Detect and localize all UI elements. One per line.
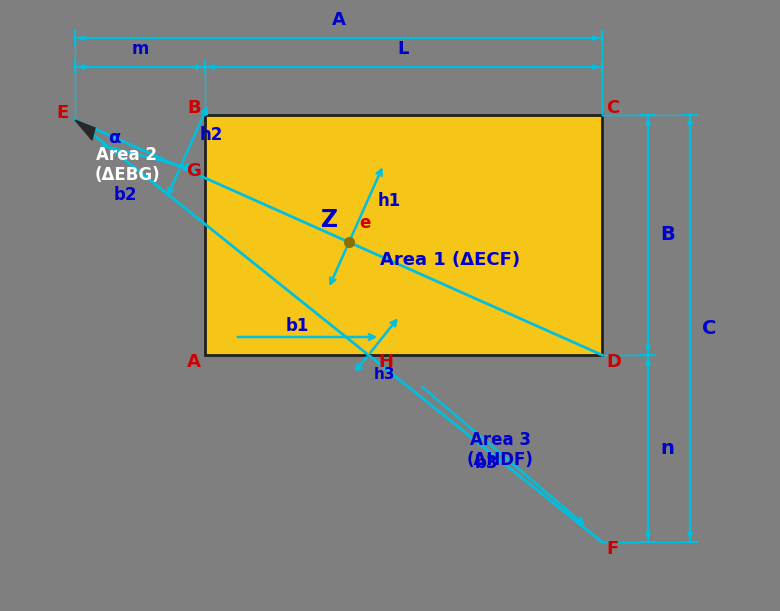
Text: b1: b1 (285, 317, 309, 335)
Text: B: B (187, 99, 201, 117)
Text: h3: h3 (374, 367, 395, 382)
Text: b3: b3 (474, 455, 498, 472)
Text: n: n (660, 439, 674, 458)
Text: E: E (57, 104, 69, 122)
Text: Area 1 (ΔECF): Area 1 (ΔECF) (380, 251, 520, 269)
Text: H: H (378, 353, 393, 371)
Text: m: m (131, 40, 149, 58)
Text: h1: h1 (378, 192, 401, 210)
Text: D: D (606, 353, 621, 371)
Polygon shape (205, 115, 602, 355)
Text: B: B (660, 225, 675, 244)
Text: F: F (606, 540, 619, 558)
Text: G: G (186, 162, 201, 180)
Text: Z: Z (321, 208, 339, 232)
Text: e: e (359, 214, 370, 232)
Text: Area 2
(ΔEBG): Area 2 (ΔEBG) (94, 145, 160, 185)
Text: Area 3
(ΔHDF): Area 3 (ΔHDF) (466, 431, 534, 469)
Text: A: A (332, 11, 346, 29)
Text: L: L (398, 40, 410, 58)
Text: C: C (606, 99, 619, 117)
Text: C: C (702, 319, 716, 338)
Text: A: A (187, 353, 201, 371)
Text: h2: h2 (200, 126, 223, 144)
Polygon shape (75, 120, 95, 140)
Text: α: α (108, 129, 120, 147)
Text: b2: b2 (113, 186, 136, 204)
